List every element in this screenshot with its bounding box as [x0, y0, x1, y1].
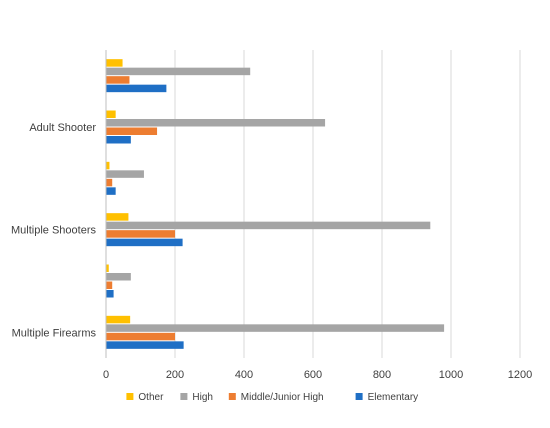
bars	[106, 59, 445, 349]
x-tick-label: 400	[235, 369, 253, 381]
bar-middle-junior-high	[106, 76, 130, 84]
bar-high	[106, 119, 326, 127]
bar-elementary	[106, 341, 184, 349]
bar-middle-junior-high	[106, 178, 113, 187]
legend-label: Elementary	[368, 392, 419, 403]
legend-label: Middle/Junior High	[241, 392, 324, 403]
bar-other	[106, 264, 109, 272]
bar-high	[106, 67, 251, 76]
bar-other	[106, 59, 123, 67]
legend-swatch	[126, 393, 134, 400]
bar-middle-junior-high	[106, 127, 158, 135]
bar-elementary	[106, 290, 114, 298]
category-label: Multiple Shooters	[11, 225, 96, 237]
x-tick-labels: 0 200 400 600 800 1000 1200	[103, 369, 532, 381]
bar-other	[106, 213, 129, 221]
bar-elementary	[106, 84, 167, 93]
legend-swatch	[355, 393, 363, 400]
x-tick-label: 1200	[508, 369, 532, 381]
x-tick-label: 600	[304, 369, 322, 381]
bar-elementary	[106, 187, 116, 195]
x-tick-label: 1000	[439, 369, 463, 381]
bar-other	[106, 161, 110, 170]
legend-label: Other	[138, 392, 164, 403]
category-label: Multiple Firearms	[12, 327, 97, 339]
legend-swatch	[180, 393, 188, 400]
bar-high	[106, 221, 431, 230]
category-labels: Adult Shooter Multiple Shooters Multiple F…	[11, 122, 96, 339]
bar-middle-junior-high	[106, 332, 175, 341]
bar-elementary	[106, 238, 183, 247]
legend-label: High	[192, 392, 213, 403]
bar-high	[106, 170, 144, 178]
x-tick-label: 800	[373, 369, 391, 381]
bar-high	[106, 273, 131, 281]
bar-middle-junior-high	[106, 230, 175, 238]
x-tick-label: 0	[103, 369, 109, 381]
x-tick-label: 200	[166, 369, 184, 381]
bar-other	[106, 110, 116, 118]
gridlines	[174, 50, 521, 358]
bar-other	[106, 315, 131, 324]
category-label: Adult Shooter	[29, 122, 96, 134]
legend-swatch	[228, 393, 236, 400]
bar-elementary	[106, 136, 131, 144]
legend: Other High Middle/Junior High Elementary	[126, 392, 418, 403]
bar-high	[106, 324, 445, 332]
bar-middle-junior-high	[106, 281, 113, 289]
